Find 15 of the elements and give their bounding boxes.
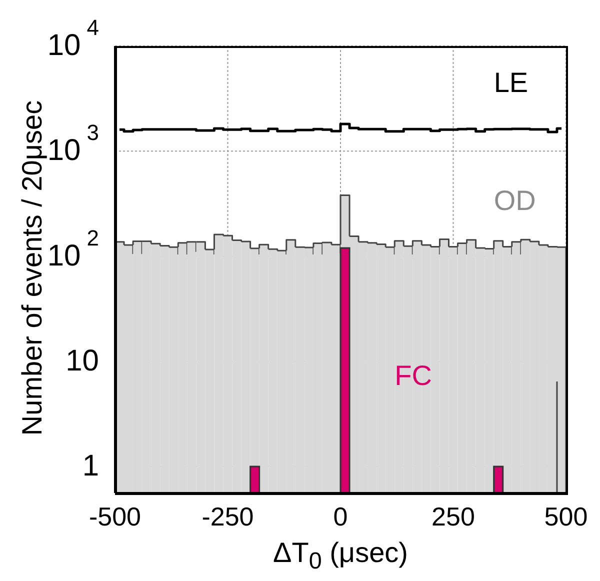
x-tick-label: 0 <box>333 501 348 532</box>
y-tick-label: 10$^{3}$ <box>47 120 99 168</box>
x-tick-label: 250 <box>432 501 475 532</box>
y-tick-label: 10$^{2}$ <box>47 225 99 272</box>
x-axis-title: ΔT$_{0}$ (μsec) <box>272 537 409 575</box>
series-label: OD <box>494 185 536 218</box>
x-tick-label: -250 <box>202 501 254 532</box>
series-label: LE <box>494 66 528 99</box>
y-axis-title: Number of events / 20μsec <box>16 98 48 438</box>
y-tick-label: 10 <box>66 344 99 378</box>
y-tick-label: 10$^{4}$ <box>47 15 99 62</box>
x-tick-label: 500 <box>544 501 588 532</box>
y-tick-label: 1 <box>82 450 99 483</box>
x-tick-label: -500 <box>88 501 142 532</box>
series-label: FC <box>394 360 432 392</box>
